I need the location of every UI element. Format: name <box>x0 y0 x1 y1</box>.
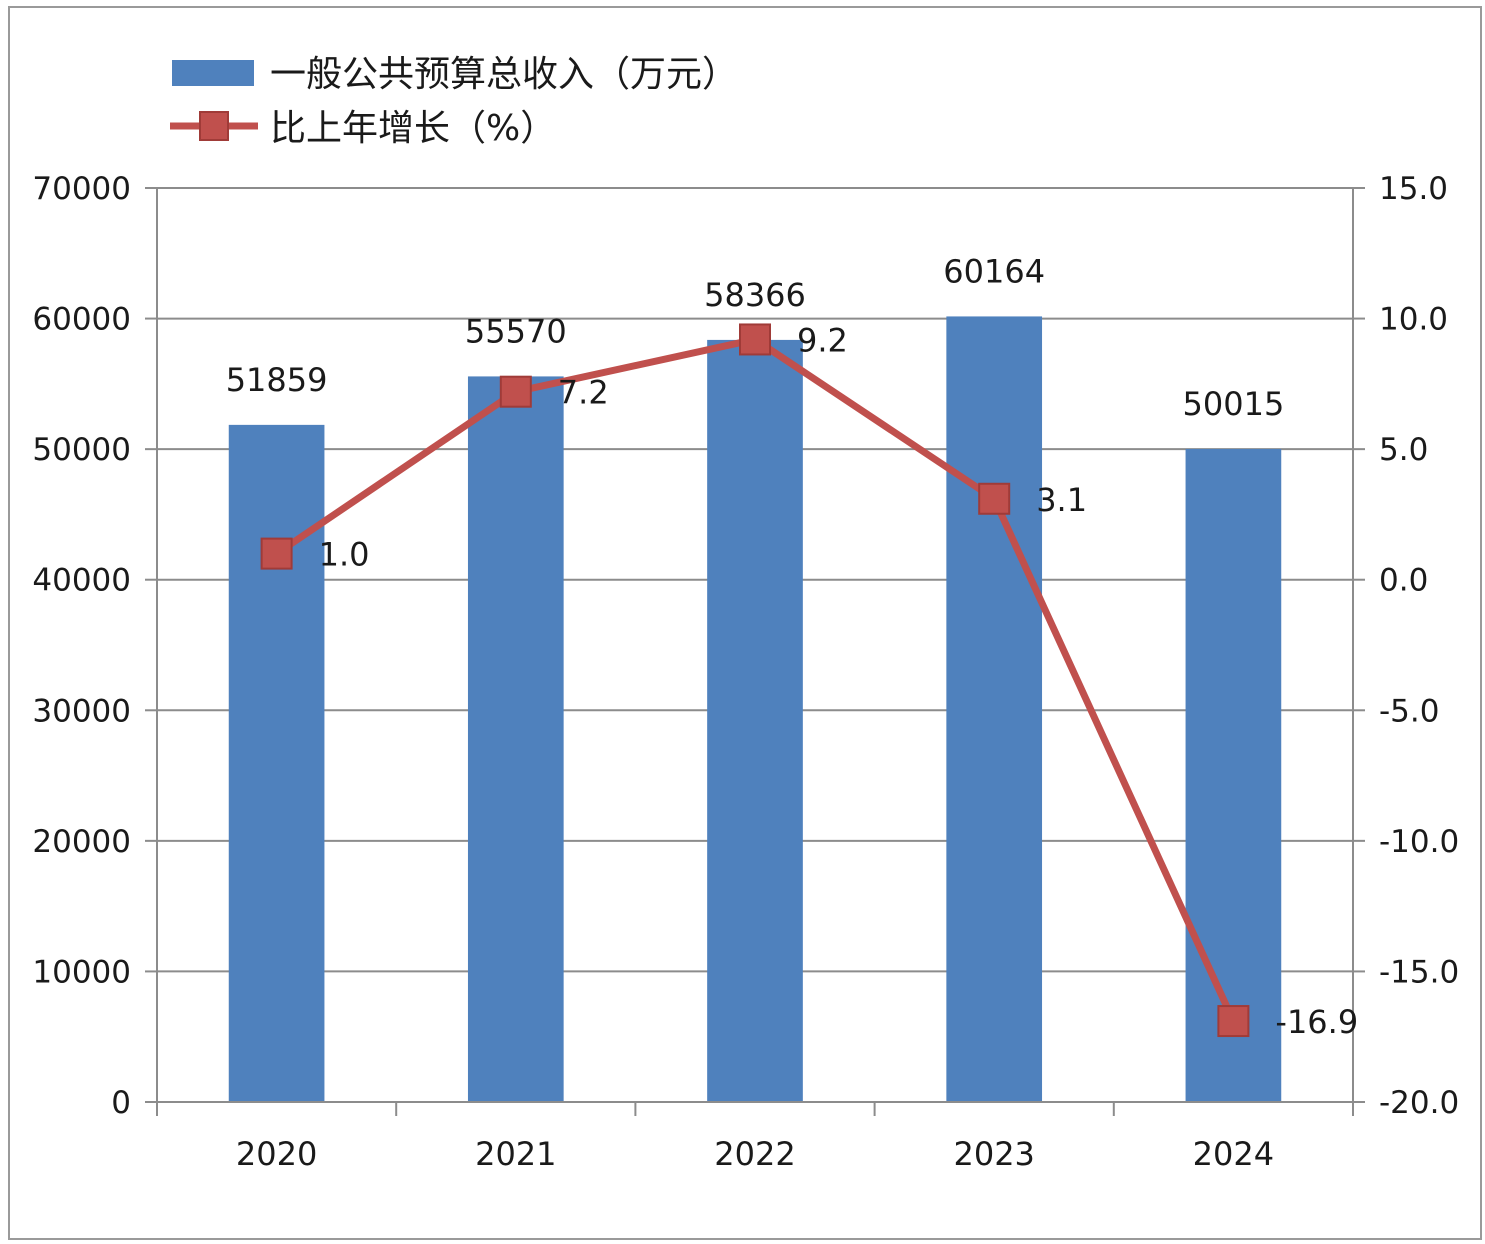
x-category-label: 2020 <box>236 1135 317 1173</box>
y-right-tick-label: -5.0 <box>1379 693 1440 729</box>
y-right-tick-label: -15.0 <box>1379 954 1459 990</box>
data-labels: 51859 55570 58366 60164 50015 1.0 7.2 9.2 3.1 -16… <box>226 252 1358 1041</box>
line-series <box>260 323 1250 1038</box>
bar-value-label: 51859 <box>226 361 328 399</box>
x-category-label: 2021 <box>475 1135 556 1173</box>
bar <box>467 376 564 1103</box>
growth-point <box>978 482 1011 515</box>
x-category-label: 2024 <box>1193 1135 1274 1173</box>
y-right-tick-label: 10.0 <box>1379 302 1448 338</box>
legend-bar-label: 一般公共预算总收入（万元） <box>270 54 738 95</box>
growth-point <box>260 537 293 570</box>
legend: 一般公共预算总收入（万元） 比上年增长（%） <box>170 54 738 149</box>
bar-value-label: 50015 <box>1183 385 1285 423</box>
growth-point <box>1217 1005 1250 1038</box>
legend-line-label: 比上年增长（%） <box>270 108 556 149</box>
bar <box>946 316 1043 1102</box>
growth-point <box>499 375 532 408</box>
growth-value-label: 3.1 <box>1036 481 1087 519</box>
axes: 0 10000 20000 30000 40000 50000 60000 70000 -20.… <box>32 171 1459 1173</box>
bar-series <box>228 316 1282 1103</box>
y-left-tick-label: 30000 <box>32 693 131 729</box>
y-right-tick-label: -20.0 <box>1379 1085 1459 1121</box>
y-right-tick-label: 5.0 <box>1379 432 1428 468</box>
growth-value-label: 1.0 <box>319 536 370 574</box>
growth-point <box>739 323 771 356</box>
y-left-tick-label: 60000 <box>32 302 131 338</box>
bar-value-label: 60164 <box>943 252 1045 290</box>
legend-line-marker <box>199 111 229 141</box>
growth-value-label: 9.2 <box>797 321 848 359</box>
y-left-tick-label: 70000 <box>32 171 131 207</box>
y-left-tick-label: 50000 <box>32 432 131 468</box>
x-category-label: 2022 <box>714 1135 795 1173</box>
bar-value-label: 58366 <box>704 276 806 314</box>
bar <box>1185 448 1282 1102</box>
y-left-tick-label: 20000 <box>32 824 131 860</box>
growth-value-label: -16.9 <box>1275 1003 1358 1041</box>
y-left-tick-label: 10000 <box>32 954 131 990</box>
growth-value-label: 7.2 <box>558 374 609 412</box>
y-left-tick-label: 40000 <box>32 563 131 599</box>
bar <box>228 424 325 1102</box>
bar-value-label: 55570 <box>465 312 567 350</box>
legend-bar-swatch <box>172 60 254 86</box>
y-right-tick-label: -10.0 <box>1379 824 1459 860</box>
y-right-tick-label: 0.0 <box>1379 563 1428 599</box>
x-category-label: 2023 <box>953 1135 1034 1173</box>
y-right-tick-label: 15.0 <box>1379 171 1448 207</box>
y-left-tick-label: 0 <box>111 1085 131 1121</box>
bar <box>707 339 803 1102</box>
